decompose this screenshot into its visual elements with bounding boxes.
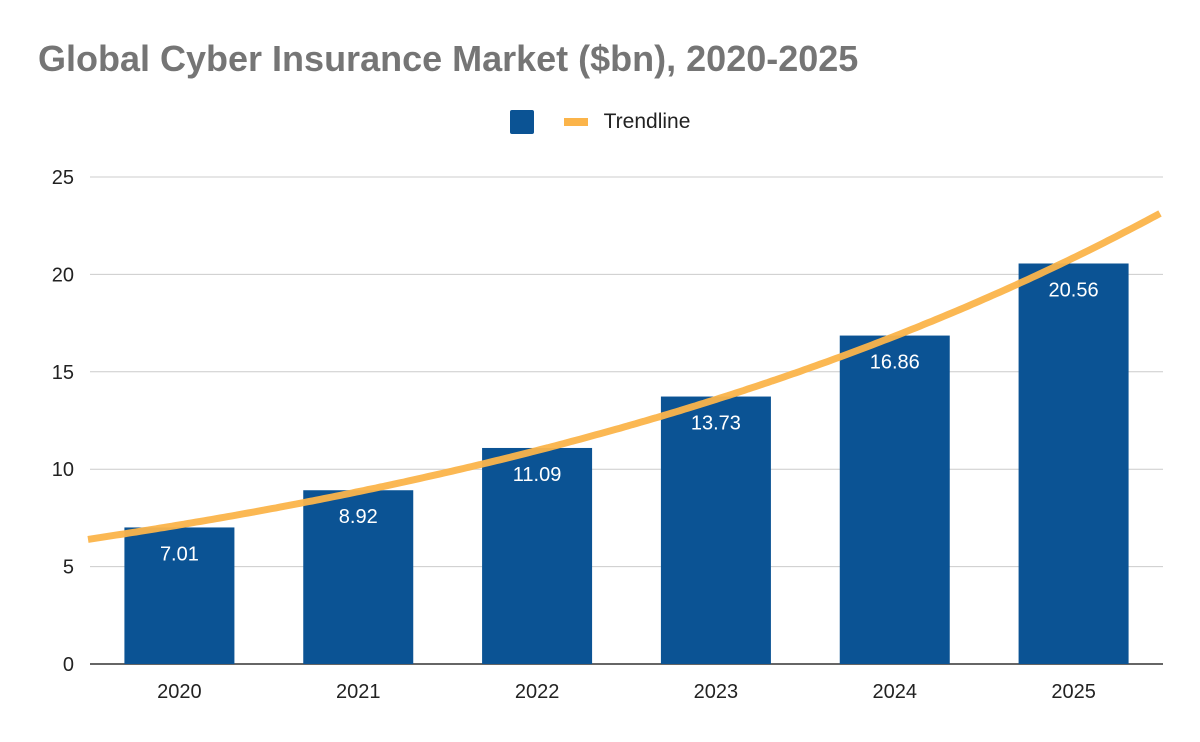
legend-bar-swatch bbox=[509, 110, 534, 134]
data-label: 11.09 bbox=[513, 464, 562, 486]
bar-2021 bbox=[303, 490, 414, 664]
data-label: 16.86 bbox=[870, 352, 920, 374]
x-tick-label: 2024 bbox=[873, 681, 918, 703]
legend-trendline-label: Trendline bbox=[603, 110, 691, 133]
y-tick-label: 20 bbox=[52, 264, 74, 286]
legend-trendline-swatch bbox=[563, 118, 588, 126]
chart-title: Global Cyber Insurance Market ($bn), 202… bbox=[38, 38, 859, 79]
y-tick-label: 5 bbox=[63, 557, 74, 579]
bar-2023 bbox=[660, 396, 771, 664]
data-label: 20.56 bbox=[1049, 279, 1099, 301]
x-tick-label: 2023 bbox=[694, 681, 739, 703]
x-tick-label: 2020 bbox=[157, 681, 202, 703]
bar-2020 bbox=[124, 527, 235, 664]
data-label: 8.92 bbox=[339, 506, 378, 528]
legend: Trendline bbox=[0, 110, 1200, 134]
data-label: 7.01 bbox=[160, 543, 199, 565]
trendline bbox=[87, 210, 1162, 543]
y-tick-label: 25 bbox=[52, 167, 74, 189]
y-tick-label: 15 bbox=[52, 362, 74, 384]
x-tick-label: 2021 bbox=[336, 681, 381, 703]
y-tick-label: 10 bbox=[52, 459, 74, 481]
bar-2024 bbox=[839, 335, 950, 664]
y-tick-label: 0 bbox=[63, 654, 74, 676]
data-label: 13.73 bbox=[691, 413, 741, 435]
x-tick-label: 2022 bbox=[515, 681, 560, 703]
x-tick-label: 2025 bbox=[1051, 681, 1096, 703]
bar-2025 bbox=[1018, 263, 1129, 664]
bar-2022 bbox=[482, 447, 593, 664]
